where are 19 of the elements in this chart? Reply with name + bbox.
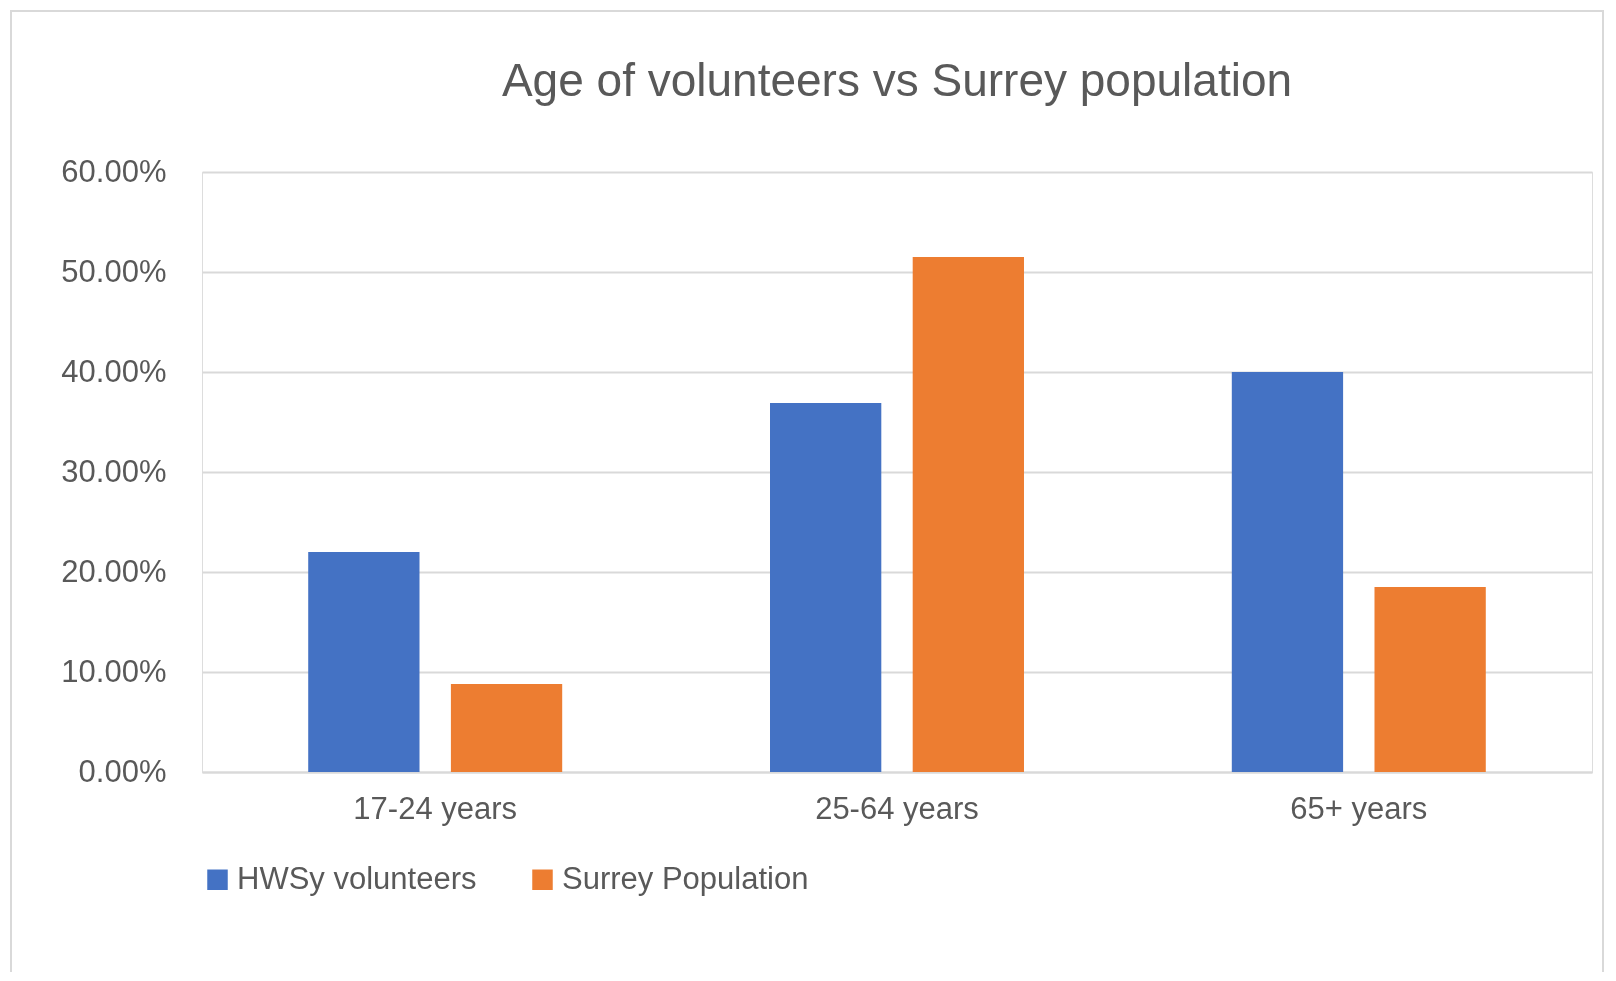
bar: [1231, 372, 1344, 772]
legend-label: Surrey Population: [562, 860, 809, 896]
y-tick-label: 60.00%: [61, 153, 167, 189]
x-tick-label: 65+ years: [1290, 790, 1428, 826]
y-tick-label: 0.00%: [78, 753, 167, 789]
bar: [450, 684, 563, 772]
bar: [308, 552, 420, 772]
bar: [770, 403, 882, 772]
chart-title: Age of volunteers vs Surrey population: [501, 54, 1293, 106]
x-tick-label: 25-64 years: [815, 790, 979, 826]
bar: [1374, 587, 1486, 772]
x-tick-label: 17-24 years: [353, 790, 518, 826]
y-tick-label: 20.00%: [61, 553, 167, 589]
y-tick-label: 30.00%: [61, 453, 167, 489]
y-tick-label: 40.00%: [61, 353, 167, 389]
bar: [912, 257, 1024, 772]
y-tick-label: 50.00%: [61, 253, 167, 289]
legend-label: HWSy volunteers: [237, 860, 477, 896]
y-tick-label: 10.00%: [61, 653, 167, 689]
